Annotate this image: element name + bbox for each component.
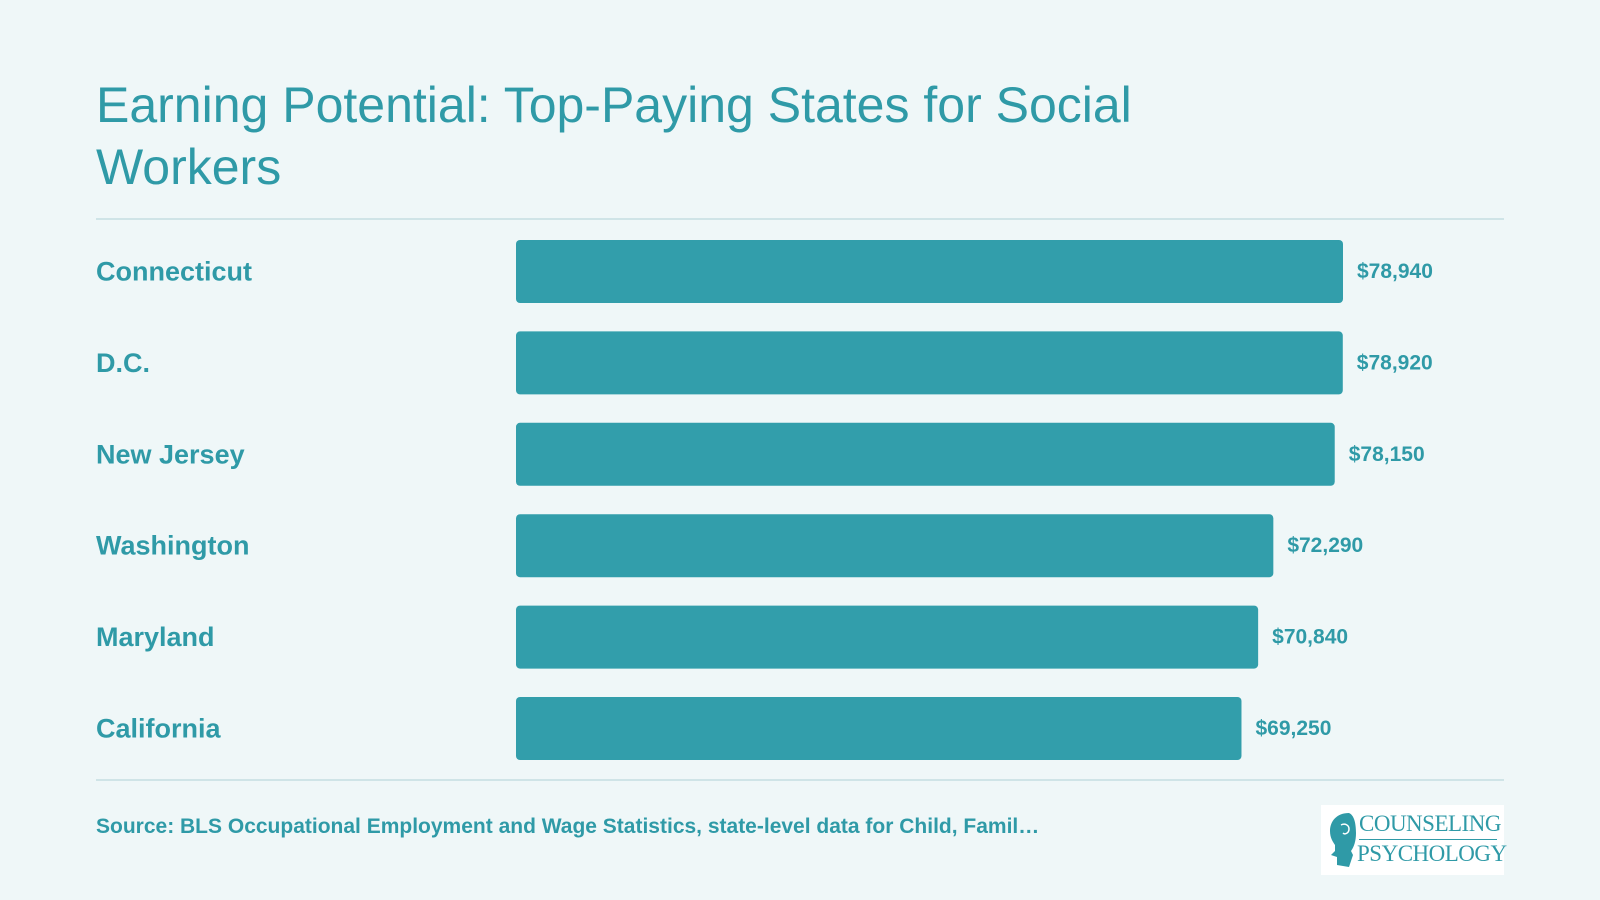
counseling-psychology-logo: COUNSELING PSYCHOLOGY xyxy=(1321,805,1507,875)
category-label: California xyxy=(96,714,222,744)
head-profile-icon xyxy=(1330,813,1356,867)
source-note: Source: BLS Occupational Employment and … xyxy=(96,815,1040,838)
bar xyxy=(516,240,1343,303)
logo-divider xyxy=(1359,839,1497,840)
value-label: $72,290 xyxy=(1287,534,1363,557)
value-label: $78,920 xyxy=(1357,351,1433,374)
bar xyxy=(516,514,1274,578)
category-label: D.C. xyxy=(96,348,150,378)
category-label: New Jersey xyxy=(96,439,245,469)
top-divider xyxy=(96,218,1504,220)
logo-text-psychology: PSYCHOLOGY xyxy=(1357,841,1507,866)
category-label: Maryland xyxy=(96,622,215,652)
category-label: Washington xyxy=(96,531,249,561)
value-label: $69,250 xyxy=(1255,717,1331,740)
category-label: Connecticut xyxy=(96,257,252,287)
bar xyxy=(516,422,1335,486)
value-label: $78,150 xyxy=(1349,443,1425,466)
bar xyxy=(516,605,1259,669)
bottom-divider xyxy=(96,779,1504,781)
chart-title: Earning Potential: Top-Paying States for… xyxy=(96,77,1132,195)
value-label: $70,840 xyxy=(1272,626,1348,649)
bar xyxy=(516,697,1242,760)
logo-text-counseling: COUNSELING xyxy=(1359,811,1501,836)
value-label: $78,940 xyxy=(1357,260,1433,283)
bar xyxy=(516,331,1343,395)
